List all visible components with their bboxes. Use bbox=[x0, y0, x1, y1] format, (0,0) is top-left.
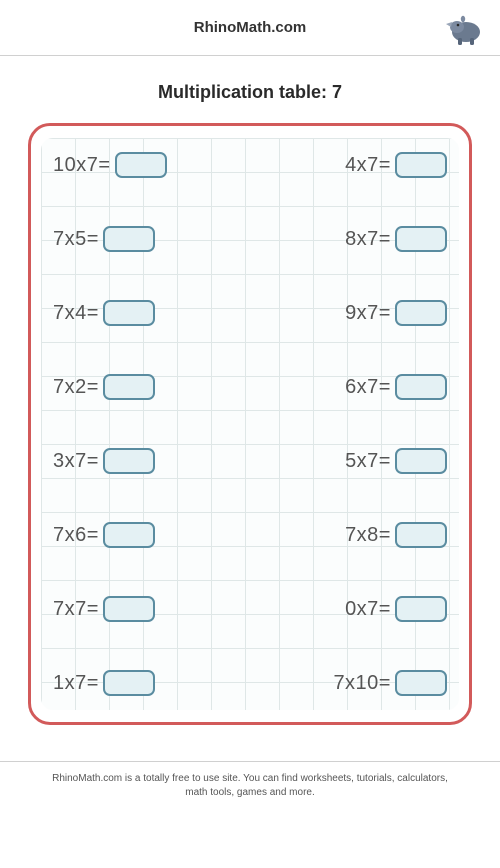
problem-left: 7x5= bbox=[47, 226, 250, 252]
problem-right: 4x7= bbox=[250, 152, 453, 178]
answer-box[interactable] bbox=[115, 152, 167, 178]
expression: 7x6= bbox=[53, 524, 99, 547]
expression: 10x7= bbox=[53, 154, 111, 177]
problem-row: 7x4= 9x7= bbox=[47, 300, 453, 326]
problem-row: 7x2= 6x7= bbox=[47, 374, 453, 400]
footer-text: RhinoMath.com is a totally free to use s… bbox=[52, 773, 448, 798]
answer-box[interactable] bbox=[395, 670, 447, 696]
problem-row: 7x7= 0x7= bbox=[47, 596, 453, 622]
problem-right: 6x7= bbox=[250, 374, 453, 400]
answer-box[interactable] bbox=[395, 448, 447, 474]
answer-box[interactable] bbox=[395, 596, 447, 622]
expression: 7x2= bbox=[53, 376, 99, 399]
answer-box[interactable] bbox=[103, 596, 155, 622]
worksheet-grid: 10x7= 4x7= 7x5= 8x7= bbox=[41, 138, 459, 710]
expression: 7x7= bbox=[53, 598, 99, 621]
expression: 7x4= bbox=[53, 302, 99, 325]
rhino-logo-icon bbox=[444, 8, 484, 48]
page-footer: RhinoMath.com is a totally free to use s… bbox=[0, 761, 500, 800]
expression: 3x7= bbox=[53, 450, 99, 473]
expression: 1x7= bbox=[53, 672, 99, 695]
problem-right: 7x8= bbox=[250, 522, 453, 548]
answer-box[interactable] bbox=[103, 448, 155, 474]
problem-left: 3x7= bbox=[47, 448, 250, 474]
answer-box[interactable] bbox=[395, 374, 447, 400]
answer-box[interactable] bbox=[103, 300, 155, 326]
problem-left: 7x6= bbox=[47, 522, 250, 548]
answer-box[interactable] bbox=[395, 522, 447, 548]
problem-row: 3x7= 5x7= bbox=[47, 448, 453, 474]
problem-left: 7x4= bbox=[47, 300, 250, 326]
expression: 7x5= bbox=[53, 228, 99, 251]
problem-right: 7x10= bbox=[250, 670, 453, 696]
problem-row: 10x7= 4x7= bbox=[47, 152, 453, 178]
problem-right: 5x7= bbox=[250, 448, 453, 474]
problem-row: 7x5= 8x7= bbox=[47, 226, 453, 252]
expression: 6x7= bbox=[345, 376, 391, 399]
answer-box[interactable] bbox=[103, 374, 155, 400]
answer-box[interactable] bbox=[103, 522, 155, 548]
expression: 4x7= bbox=[345, 154, 391, 177]
problem-row: 1x7= 7x10= bbox=[47, 670, 453, 696]
problem-left: 7x7= bbox=[47, 596, 250, 622]
problem-rows: 10x7= 4x7= 7x5= 8x7= bbox=[47, 152, 453, 696]
answer-box[interactable] bbox=[103, 226, 155, 252]
expression: 7x8= bbox=[345, 524, 391, 547]
problem-right: 9x7= bbox=[250, 300, 453, 326]
problem-right: 8x7= bbox=[250, 226, 453, 252]
answer-box[interactable] bbox=[103, 670, 155, 696]
problem-right: 0x7= bbox=[250, 596, 453, 622]
problem-left: 10x7= bbox=[47, 152, 250, 178]
problem-left: 1x7= bbox=[47, 670, 250, 696]
expression: 7x10= bbox=[333, 672, 391, 695]
answer-box[interactable] bbox=[395, 152, 447, 178]
page-header: RhinoMath.com bbox=[0, 0, 500, 56]
site-title: RhinoMath.com bbox=[194, 19, 307, 36]
problem-row: 7x6= 7x8= bbox=[47, 522, 453, 548]
page-title: Multiplication table: 7 bbox=[0, 82, 500, 103]
worksheet-frame: 10x7= 4x7= 7x5= 8x7= bbox=[28, 123, 472, 725]
expression: 0x7= bbox=[345, 598, 391, 621]
expression: 9x7= bbox=[345, 302, 391, 325]
expression: 5x7= bbox=[345, 450, 391, 473]
answer-box[interactable] bbox=[395, 300, 447, 326]
problem-left: 7x2= bbox=[47, 374, 250, 400]
answer-box[interactable] bbox=[395, 226, 447, 252]
expression: 8x7= bbox=[345, 228, 391, 251]
